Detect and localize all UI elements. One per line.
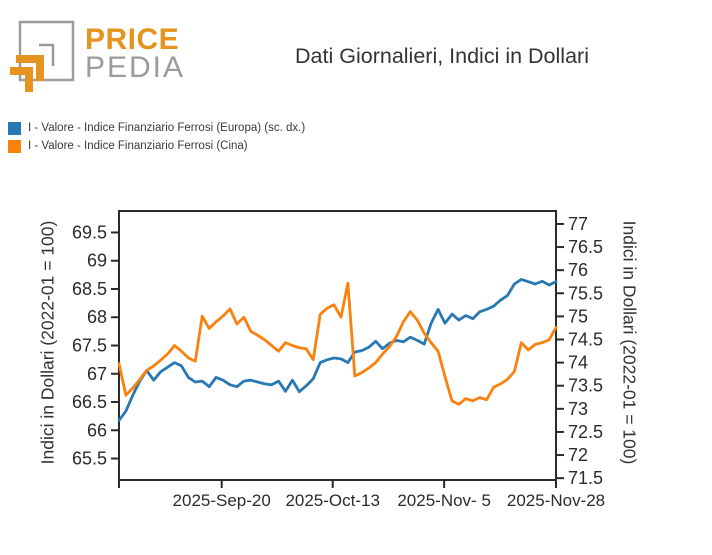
y-tick-label-right: 72 (568, 445, 588, 465)
legend-label-europa: I - Valore - Indice Finanziario Ferrosi … (28, 122, 306, 134)
y-tick-label-right: 74.5 (568, 329, 603, 349)
series-line-cina (117, 281, 558, 406)
y-tick-label-left: 66 (87, 420, 107, 440)
x-tick-label: 2025-Nov-28 (507, 491, 605, 510)
y-tick-label-left: 68.5 (72, 279, 107, 299)
legend-item-cina: I - Valore - Indice Finanziario Ferrosi … (8, 137, 305, 155)
pricepedia-logo-icon (10, 20, 75, 92)
y-tick-label-left: 67 (87, 364, 107, 384)
y-tick-label-right: 75 (568, 306, 588, 326)
y-tick-label-left: 66.5 (72, 392, 107, 412)
y-tick-label-left: 67.5 (72, 336, 107, 356)
plot-frame (118, 210, 557, 481)
logo-word-price: PRICE (85, 23, 180, 56)
y-tick-label-left: 65.5 (72, 449, 107, 469)
legend-swatch-cina-icon (8, 139, 21, 153)
y-tick-label-right: 72.5 (568, 422, 603, 442)
x-tick-label: 2025-Oct-13 (285, 491, 380, 510)
y-tick-label-left: 68 (87, 307, 107, 327)
legend-swatch-europa-icon (8, 121, 21, 135)
chart-title: Dati Giornalieri, Indici in Dollari (295, 44, 589, 68)
y-tick-label-left: 69 (87, 251, 107, 271)
y-tick-label-right: 75.5 (568, 283, 603, 303)
series-line-europa (117, 277, 558, 422)
logo-word-pedia: PEDIA (85, 51, 186, 84)
y-tick-label-right: 76 (568, 260, 588, 280)
x-tick-label: 2025-Sep-20 (173, 491, 271, 510)
y-tick-label-right: 76.5 (568, 237, 603, 257)
legend-label-cina: I - Valore - Indice Finanziario Ferrosi … (28, 140, 248, 152)
x-tick-label: 2025-Nov- 5 (397, 491, 491, 510)
y-tick-label-left: 69.5 (72, 222, 107, 242)
y-tick-label-right: 77 (568, 214, 588, 234)
chart-legend: I - Valore - Indice Finanziario Ferrosi … (8, 119, 305, 155)
y-tick-label-right: 74 (568, 353, 588, 373)
pricepedia-wordmark: PRICE PEDIA (85, 23, 186, 84)
y-tick-label-right: 73.5 (568, 376, 603, 396)
legend-item-europa: I - Valore - Indice Finanziario Ferrosi … (8, 119, 305, 137)
y-tick-label-right: 71.5 (568, 468, 603, 488)
y-tick-label-right: 73 (568, 399, 588, 419)
